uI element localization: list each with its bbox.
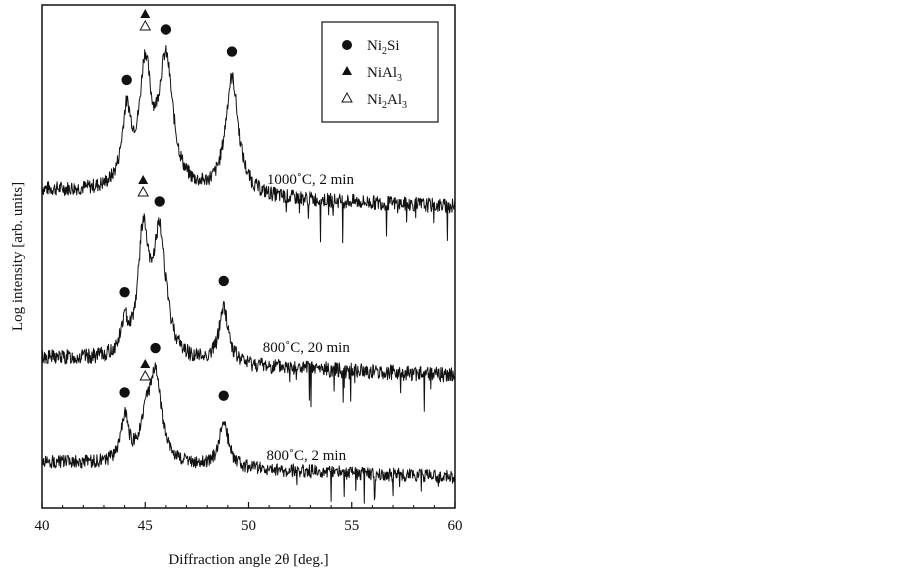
curve-labels: 1000˚C, 2 min 800˚C, 20 min 800˚C, 2 min [263, 172, 355, 464]
legend-label: Ni2Si [367, 38, 400, 57]
legend-ni2al3-marker [341, 91, 353, 103]
y-axis-title: Log intensity [arb. units] [10, 182, 26, 331]
ni2si-marker [218, 390, 229, 401]
ni2si-marker [154, 196, 165, 207]
ni2si-marker [226, 46, 238, 57]
ni2si-marker [119, 387, 130, 398]
x-tick-label: 40 [35, 518, 50, 534]
legend: Ni2Si NiAl3 Ni2Al3 [321, 21, 439, 123]
legend-label: Ni2Al3 [367, 92, 407, 111]
legend-nial3-marker [342, 66, 352, 75]
x-axis-ticks: 40 45 50 55 60 [35, 502, 463, 534]
ni2si-marker [119, 286, 130, 298]
curve-label: 1000˚C, 2 min [267, 172, 355, 188]
ni2al3-marker [139, 369, 152, 381]
ni2al3-marker [139, 19, 152, 31]
phase-markers [119, 8, 238, 401]
ni2al3-marker [137, 185, 150, 197]
nial3-marker [140, 8, 151, 18]
curve-label: 800˚C, 20 min [263, 340, 351, 356]
ni2si-marker [218, 275, 229, 287]
x-tick-label: 50 [241, 518, 256, 534]
xrd-trace [41, 45, 456, 244]
ni2si-marker [121, 74, 132, 86]
ni2si-marker [160, 24, 172, 35]
legend-label: NiAl3 [367, 65, 402, 84]
nial3-marker [138, 175, 149, 185]
ni2si-marker [150, 342, 161, 354]
curve-label: 800˚C, 2 min [267, 448, 347, 464]
nial3-marker [140, 358, 151, 368]
xrd-trace [41, 213, 456, 412]
legend-ni2si-marker [342, 40, 352, 50]
x-tick-label: 45 [138, 518, 153, 534]
x-axis-title: Diffraction angle 2θ [deg.] [168, 552, 328, 568]
x-tick-label: 55 [344, 518, 359, 534]
legend-box [321, 21, 439, 123]
xrd-traces [41, 45, 456, 504]
x-tick-label: 60 [448, 518, 463, 534]
xrd-trace [41, 362, 456, 504]
